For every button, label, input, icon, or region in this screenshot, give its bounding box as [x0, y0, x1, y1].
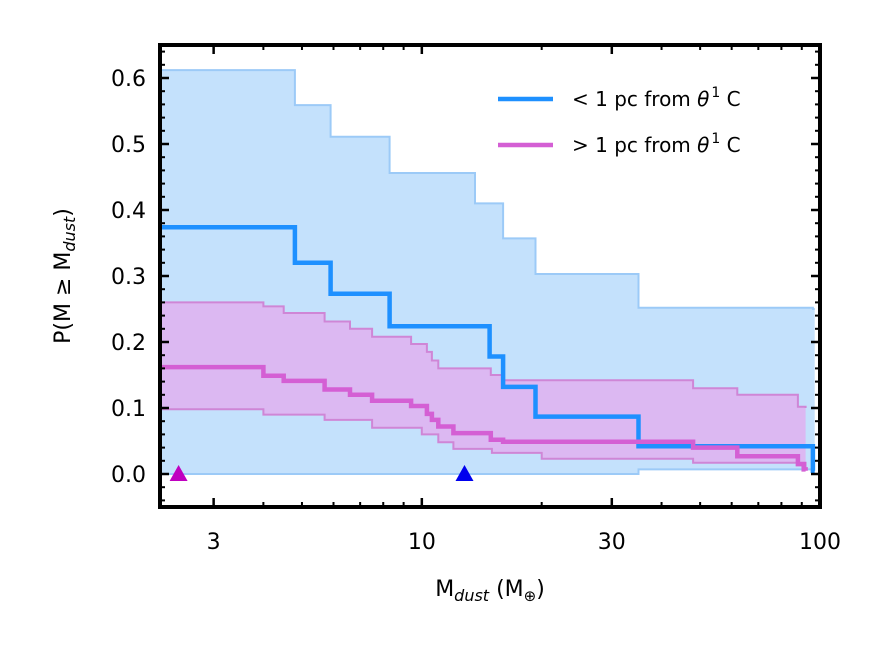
y-tick-label: 0.6 [111, 67, 146, 92]
axis-labels: Mdust (M⊕)P(M ≥ Mdust) [51, 208, 545, 605]
y-label-base: P(M ≥ M [51, 252, 76, 344]
y-axis-label: P(M ≥ Mdust) [51, 208, 79, 344]
x-tick-label: 30 [598, 530, 626, 555]
series-2-step-line [160, 364, 808, 472]
x-label-unit-close: ) [536, 577, 545, 602]
x-tick-label: 3 [207, 530, 221, 555]
plot-content [160, 69, 816, 481]
blue-marker [455, 465, 474, 481]
plot-area [160, 69, 816, 481]
x-axis-label: Mdust (M⊕) [435, 577, 545, 605]
legend-prefix: > 1 pc from [572, 133, 697, 157]
y-tick-label: 0.1 [111, 397, 146, 422]
y-label-sub: dust [60, 216, 79, 252]
x-label-unit-sub: ⊕ [524, 587, 537, 605]
series-1-band-lower-edge [160, 468, 815, 475]
series-2-confidence-band [160, 302, 806, 468]
x-label-unit-open: (M [489, 577, 524, 602]
y-tick-label: 0.0 [111, 463, 146, 488]
x-tick-label: 100 [799, 530, 841, 555]
y-tick-label: 0.3 [111, 265, 146, 290]
x-tick-label: 10 [408, 530, 436, 555]
series-2-band-upper-edge [160, 301, 807, 408]
legend-prefix: < 1 pc from [572, 87, 697, 111]
series-1-step-line [160, 224, 816, 473]
axes: 0.0 0.1 0.2 0.3 0.4 0.5 0.6 3 10 30 100 [111, 43, 841, 555]
y-label-close: ) [51, 208, 76, 217]
series-1-band-upper-edge [160, 69, 815, 310]
y-tick-label: 0.4 [111, 199, 146, 224]
y-tick-label: 0.2 [111, 331, 146, 356]
magenta-marker [169, 465, 188, 481]
legend-sup: 1 [711, 85, 720, 101]
legend-sup: 1 [711, 131, 720, 147]
y-tick-label: 0.5 [111, 133, 146, 158]
legend-theta: θ [697, 133, 709, 157]
series-2-band-lower-edge [160, 408, 807, 468]
x-label-base: M [435, 577, 454, 602]
legend-theta: θ [697, 87, 709, 111]
legend-suffix: C [720, 87, 740, 111]
x-label-sub: dust [454, 586, 490, 605]
legend-suffix: C [720, 133, 740, 157]
